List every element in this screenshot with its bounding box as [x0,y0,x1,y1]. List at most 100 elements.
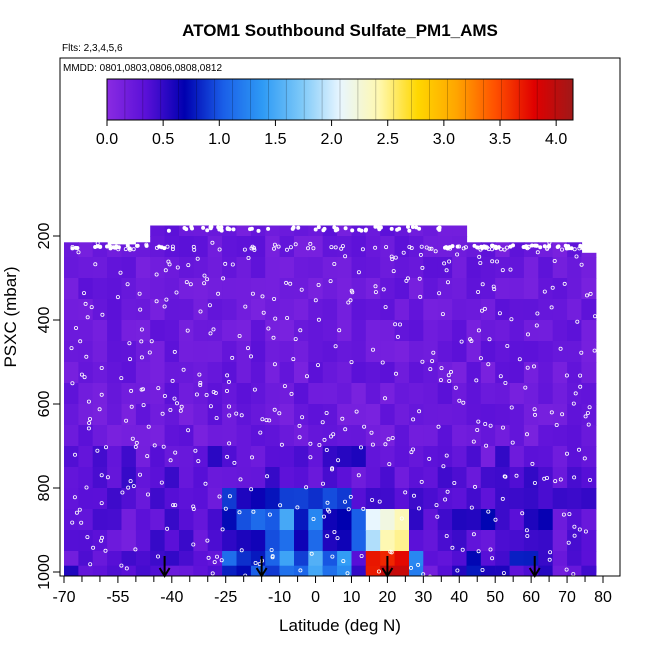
heatmap-cell [380,257,396,279]
x-tick-label: -70 [52,589,75,606]
heatmap-cell [236,425,252,447]
flight-point [561,512,566,517]
flight-point [297,435,302,440]
flights-label: Flts: 2,3,4,5,6 [62,43,123,54]
heatmap-cell [222,509,238,531]
heatmap-cell [164,236,180,258]
heatmap-cell [552,488,568,510]
flight-point [468,337,473,342]
flight-point [315,363,320,368]
heatmap-cell [466,446,482,468]
flight-point [572,524,577,529]
flight-point [411,417,416,422]
flight-point [363,228,368,233]
heatmap-cell [495,341,511,363]
flight-point [520,511,525,516]
flight-point [95,448,100,453]
heatmap-cell [64,488,79,510]
heatmap-cell [480,565,496,576]
flight-point [159,480,164,485]
flight-point [272,296,277,301]
heatmap-cell [523,404,539,426]
flight-point [509,317,514,322]
heatmap-cell [322,565,338,576]
flight-point [538,245,543,250]
flight-point [295,505,300,510]
heatmap-cell [466,383,482,405]
flight-point [358,445,363,450]
heatmap-cell [322,467,338,489]
heatmap-cell [250,446,266,468]
heatmap-cell [78,509,94,531]
flight-point [333,245,338,250]
heatmap-cell [423,404,439,426]
flight-point [164,297,169,302]
heatmap-cell [351,257,367,279]
flight-point [173,503,178,508]
heatmap-cell [193,278,209,300]
heatmap-cell [265,341,281,363]
heatmap-cell [523,383,539,405]
flight-point [356,473,361,478]
flight-point [248,354,253,359]
heatmap-cell [164,362,180,384]
flight-point [205,228,210,233]
flight-point [407,244,412,249]
heatmap-cell [308,278,324,300]
flight-point [249,487,254,492]
heatmap-cell [466,341,482,363]
flight-point [205,277,210,282]
heatmap-cell [179,278,194,300]
heatmap-cell [164,530,180,552]
flight-point [503,380,508,385]
flight-point [343,226,348,231]
heatmap-cell [179,257,194,279]
heatmap-cell [552,425,568,447]
heatmap-cell [452,565,468,576]
flight-point [131,247,136,252]
flight-point [508,267,513,272]
flight-point [291,357,296,362]
heatmap-cell [64,425,79,447]
heatmap-cell [308,257,324,279]
heatmap-cell [250,257,266,279]
flight-point [336,458,341,463]
heatmap-cell [567,425,583,447]
flight-point [514,473,519,478]
flight-point [116,245,121,250]
flight-point [129,404,134,409]
flight-point [593,314,598,319]
flight-point [461,400,466,405]
heatmap-cell [523,299,539,321]
flight-point [146,424,151,429]
flight-point [225,454,230,459]
heatmap-cell [523,467,539,489]
flight-point [208,225,213,230]
flight-point [152,443,157,448]
flight-point [419,479,424,484]
heatmap-cell [552,299,568,321]
flight-point [401,250,406,255]
flight-point [201,225,206,230]
heatmap-cell [581,252,597,258]
heatmap-cell [294,257,309,279]
flight-point [243,304,248,309]
heatmap-cell [135,362,151,384]
flight-point [155,554,160,559]
heatmap-cell [423,320,439,342]
flight-point [383,442,388,447]
heatmap-cell [423,488,439,510]
heatmap-cell [365,362,381,384]
flight-point [542,476,547,481]
heatmap-cell [150,257,166,279]
flight-point [477,254,482,259]
heatmap-cell [207,565,223,576]
heatmap-cell [121,565,137,576]
heatmap-cell [64,509,79,531]
flight-point [482,306,487,311]
flight-point [288,281,293,286]
flight-point [383,305,388,310]
flight-point [278,503,283,508]
flight-point [583,529,588,534]
flight-point [291,225,296,230]
